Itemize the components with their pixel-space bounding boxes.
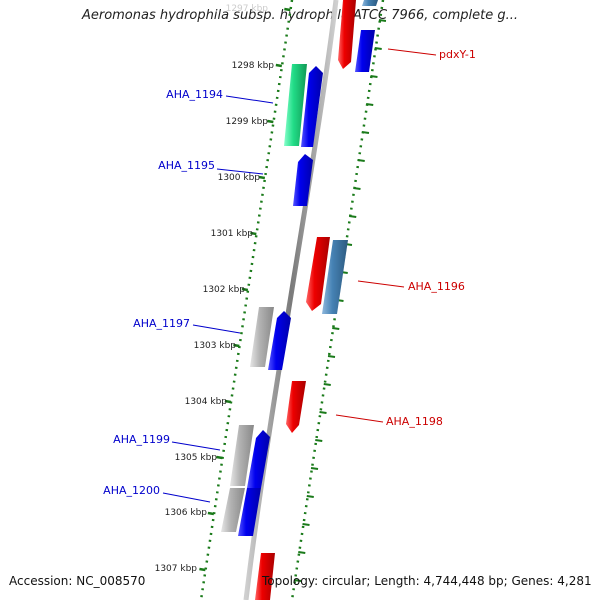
outer-tick [315,439,323,442]
gene-AHA_1200-blue [238,488,261,536]
scale-ticks [199,7,291,572]
scale-labels: 1297 kbp 1298 kbp 1299 kbp 1300 kbp 1301… [155,4,275,574]
outer-tick [378,19,387,22]
gene-AHA_1196-red [306,237,330,311]
gene-label-AHA_1199: AHA_1199 [113,433,170,446]
gene-AHA_1195-blue [293,154,313,206]
gene-AHA_1194-green [284,64,307,146]
outer-ticks [293,19,387,582]
gene-labels: pdxY-1 AHA_1194 AHA_1195 AHA_1196 AHA_11… [103,48,476,497]
outer-tick [319,411,327,414]
scale-label-1299: 1299 kbp [226,117,269,127]
scale-tick-1306 [207,511,215,516]
scale-label-1304: 1304 kbp [185,397,228,407]
scale-label-1300: 1300 kbp [218,173,261,183]
gene-AHA_1197-gray [250,307,274,367]
scale-label-1303: 1303 kbp [194,341,237,351]
outer-tick [298,551,306,554]
scale-tick-1298 [275,63,283,68]
scale-label-1301: 1301 kbp [211,229,254,239]
outer-tick [357,159,365,162]
scale-label-1302: 1302 kbp [203,285,246,295]
scale-tick-1302 [241,287,249,292]
outer-tick [327,355,336,358]
outer-tick [310,467,319,470]
gene-label-AHA_1197: AHA_1197 [133,317,190,330]
gene-AHA_1197-blue [268,311,291,370]
gene-label-AHA_1200: AHA_1200 [103,484,160,497]
scale-label-1305: 1305 kbp [175,453,218,463]
scale-label-1297: 1297 kbp [226,4,269,14]
gene-AHA_1198-red [286,381,306,433]
outer-tick [293,579,302,582]
outer-tick [349,215,357,218]
scale-tick-1297 [284,7,291,12]
topology-text: Topology: circular; Length: 4,744,448 bp… [262,574,592,588]
scale-label-1298: 1298 kbp [232,61,275,71]
accession-text: Accession: NC_008570 [9,574,146,588]
outer-tick [306,495,314,498]
scale-tick-1307 [199,567,206,572]
outer-tick [323,383,331,386]
scale-tick-1299 [267,119,274,124]
gene-label-AHA_1198: AHA_1198 [386,415,443,428]
gene-steel-top [362,0,378,6]
scale-tick-1304 [224,399,232,404]
gene-label-AHA_1194: AHA_1194 [166,88,223,101]
gene-pdxY-1-blue [355,30,375,72]
outer-tick [332,327,340,330]
gene-AHA_1200-gray [221,488,245,532]
gene-AHA_1194-blue [301,66,323,147]
gene-AHA_1199-gray [230,425,254,486]
scale-tick-1300 [258,175,266,180]
leader-lines [162,48,437,503]
gene-label-pdxY-1: pdxY-1 [439,48,476,61]
gene-AHA_1199-blue [247,430,270,488]
gene-AHA_1196-steel [322,240,348,314]
outer-tick [374,47,382,50]
outer-tick [353,187,361,190]
inner-ring-dotted [199,0,294,600]
map-title: Aeromonas hydrophila subsp. hydrophila A… [81,8,519,23]
scale-tick-1301 [250,231,257,236]
scale-label-1307: 1307 kbp [155,564,198,574]
outer-ring-dotted [290,0,385,600]
outer-tick [361,131,370,134]
gene-label-AHA_1196: AHA_1196 [408,280,465,293]
outer-tick [302,523,310,526]
gene-bottom-red [255,553,275,600]
backbone-line [243,0,339,600]
outer-tick [370,75,378,78]
gene-label-AHA_1195: AHA_1195 [158,159,215,172]
scale-label-1306: 1306 kbp [165,508,208,518]
gene-pdxY-1-red [338,0,356,69]
scale-tick-1305 [216,455,223,460]
outer-tick [366,103,374,106]
scale-tick-1303 [233,343,240,348]
